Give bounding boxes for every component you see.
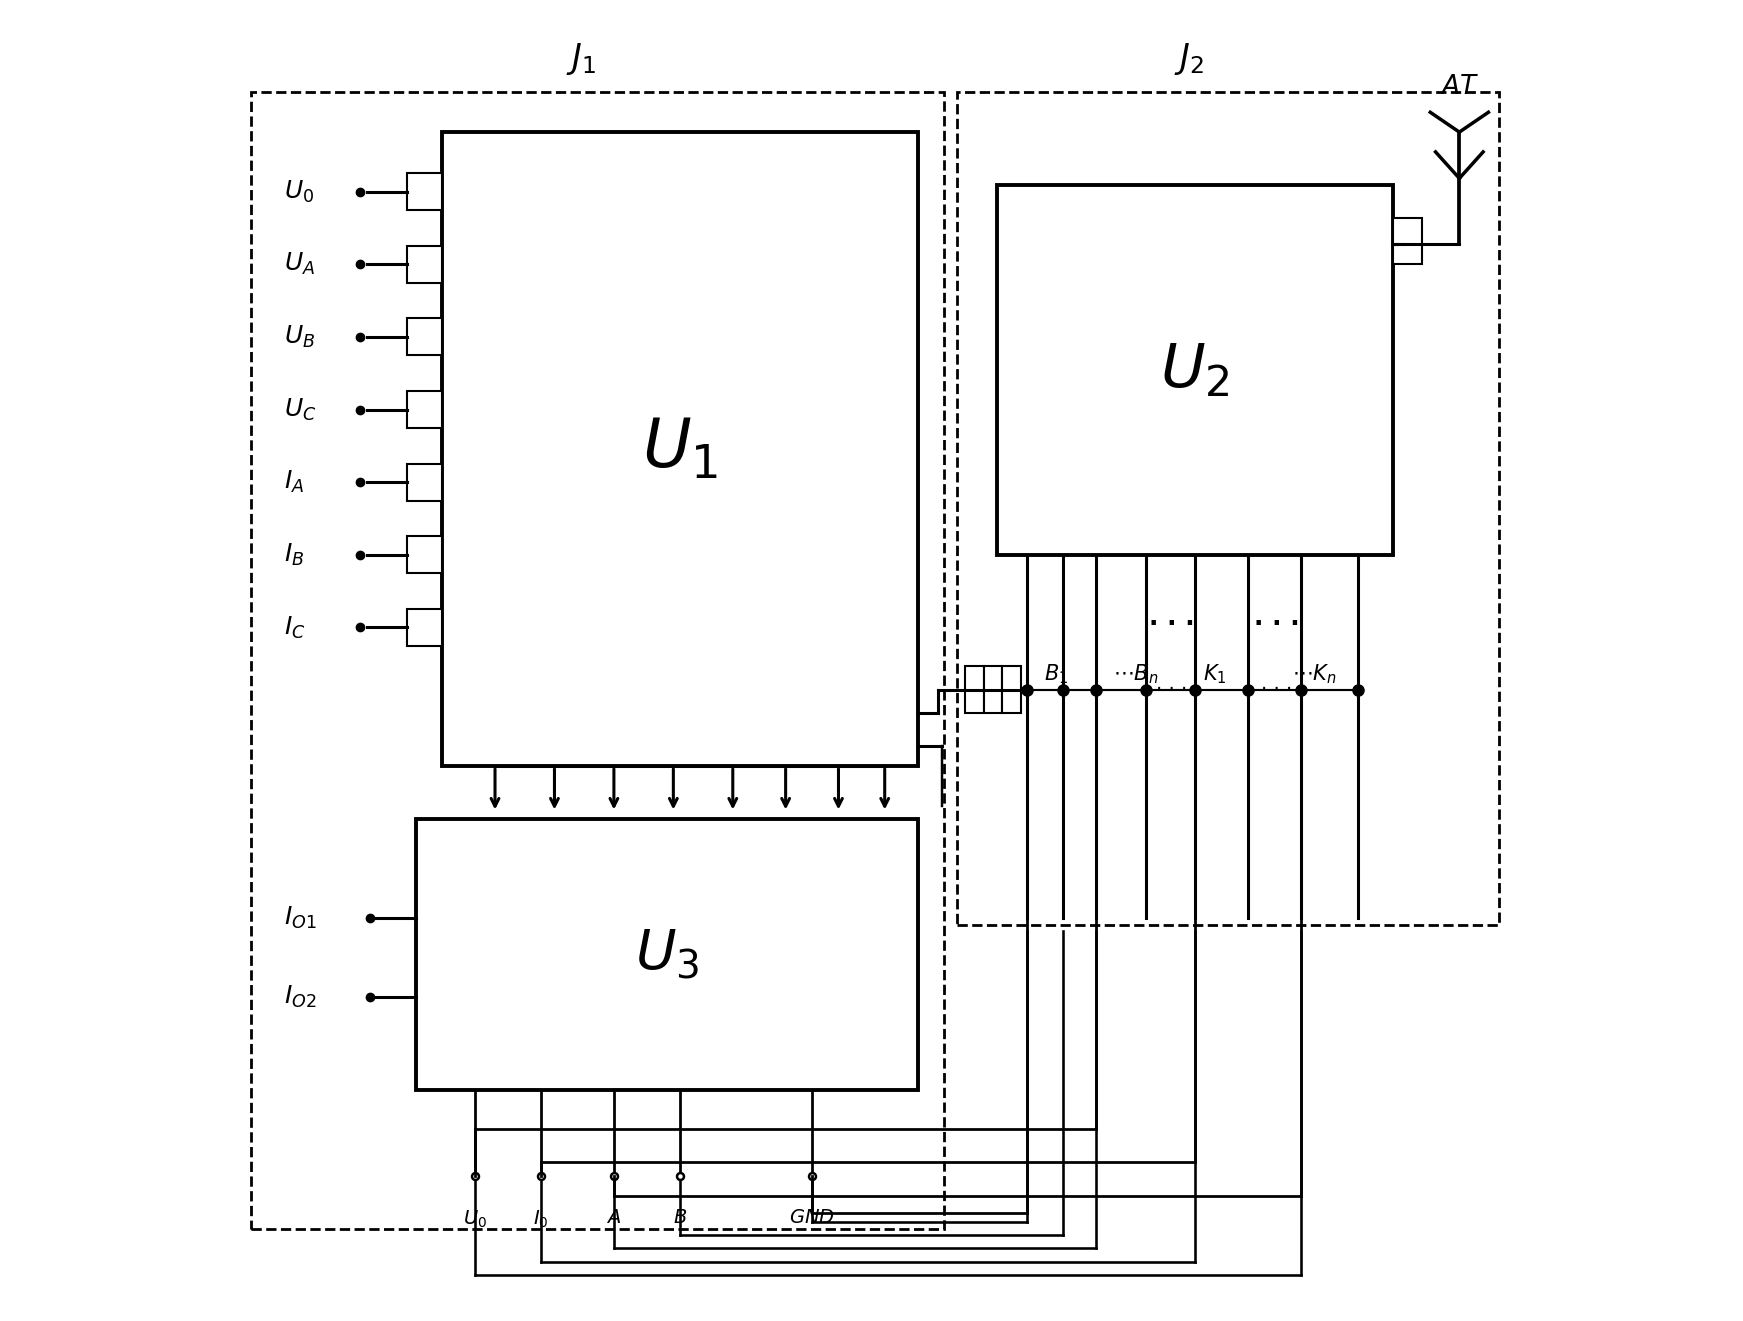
Polygon shape [406, 391, 443, 428]
Text: · · ·: · · · [1255, 612, 1300, 635]
Text: $I_{O2}$: $I_{O2}$ [284, 984, 315, 1011]
Text: $U_A$: $U_A$ [284, 251, 315, 277]
Polygon shape [1002, 666, 1021, 713]
Polygon shape [406, 173, 443, 210]
Text: $I_A$: $I_A$ [284, 469, 303, 495]
Text: $U_C$: $U_C$ [284, 396, 315, 423]
Text: · · ·: · · · [1156, 680, 1187, 699]
Polygon shape [406, 318, 443, 355]
Text: · · ·: · · · [1262, 680, 1293, 699]
Text: $I_{O1}$: $I_{O1}$ [284, 905, 315, 931]
Polygon shape [406, 536, 443, 573]
Text: $U_3$: $U_3$ [634, 926, 699, 982]
Text: $U_B$: $U_B$ [284, 324, 315, 350]
Polygon shape [983, 666, 1002, 713]
Text: $A$: $A$ [607, 1209, 622, 1227]
Text: $U_1$: $U_1$ [641, 416, 718, 482]
Text: $U_0$: $U_0$ [284, 178, 314, 205]
Polygon shape [417, 819, 919, 1090]
Text: $I_0$: $I_0$ [533, 1209, 549, 1230]
Polygon shape [1393, 218, 1422, 264]
Polygon shape [997, 185, 1393, 555]
Polygon shape [406, 609, 443, 646]
Text: $GND$: $GND$ [790, 1209, 835, 1227]
Text: $J_2$: $J_2$ [1173, 41, 1203, 78]
Text: $I_C$: $I_C$ [284, 614, 305, 641]
Text: · · ·: · · · [1149, 612, 1194, 635]
Text: $B$: $B$ [673, 1209, 687, 1227]
Text: $\cdots B_n$: $\cdots B_n$ [1114, 662, 1159, 686]
Text: $K_1$: $K_1$ [1203, 662, 1227, 686]
Text: $B_1$: $B_1$ [1044, 662, 1068, 686]
Polygon shape [966, 666, 983, 713]
Text: $I_B$: $I_B$ [284, 542, 303, 568]
Text: $AT$: $AT$ [1440, 74, 1480, 99]
Polygon shape [443, 132, 919, 766]
Text: $U_2$: $U_2$ [1161, 339, 1231, 400]
Text: $\cdots K_n$: $\cdots K_n$ [1292, 662, 1337, 686]
Polygon shape [406, 246, 443, 283]
Polygon shape [406, 464, 443, 501]
Text: $J_1$: $J_1$ [566, 41, 596, 78]
Text: $U_0$: $U_0$ [464, 1209, 488, 1230]
